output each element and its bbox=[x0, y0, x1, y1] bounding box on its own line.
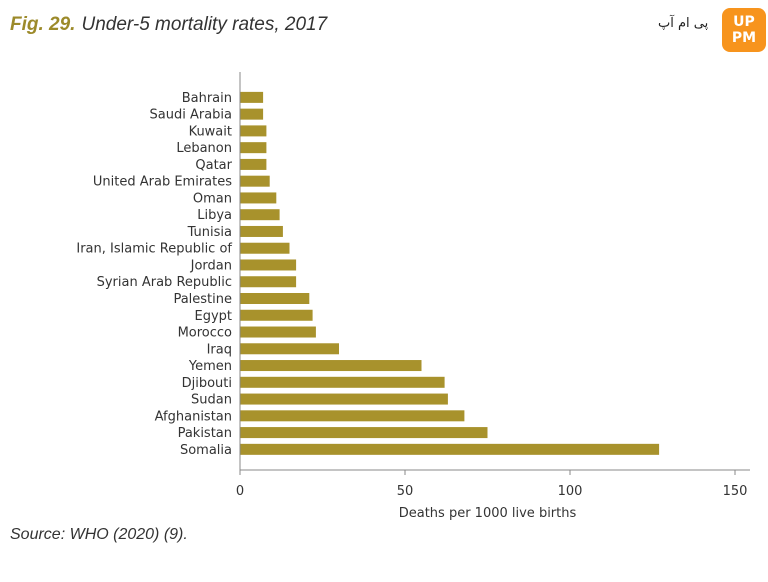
bar-sudan bbox=[240, 393, 448, 405]
x-tick-label: 150 bbox=[723, 484, 748, 499]
bar-tunisia bbox=[240, 225, 283, 237]
category-label: Oman bbox=[193, 191, 232, 206]
bar-bahrain bbox=[240, 91, 264, 103]
category-label: Qatar bbox=[195, 158, 232, 173]
bar-pakistan bbox=[240, 427, 488, 439]
x-tick-label: 100 bbox=[558, 484, 583, 499]
category-label: Lebanon bbox=[176, 141, 232, 156]
category-label: Palestine bbox=[173, 292, 232, 307]
category-label: Sudan bbox=[191, 393, 232, 408]
category-label: Somalia bbox=[180, 443, 232, 458]
category-label: Iran, Islamic Republic of bbox=[76, 242, 232, 257]
x-ticks-group: 0 50 100 150 bbox=[236, 470, 748, 499]
category-label: Egypt bbox=[194, 309, 232, 324]
watermark-logo: پی ام آپ UP PM bbox=[658, 8, 766, 52]
x-tick-label: 0 bbox=[236, 484, 244, 499]
x-tick-label: 50 bbox=[397, 484, 414, 499]
bars-group bbox=[240, 91, 660, 455]
bar-morocco bbox=[240, 326, 316, 338]
category-label: Jordan bbox=[190, 258, 232, 273]
bar-yemen bbox=[240, 360, 422, 372]
figure-source: Source: WHO (2020) (9). bbox=[10, 526, 188, 543]
bar-kuwait bbox=[240, 125, 267, 137]
bar-afghanistan bbox=[240, 410, 465, 422]
figure-number: Fig. 29. bbox=[10, 14, 76, 35]
bar-somalia bbox=[240, 443, 660, 455]
category-label: Saudi Arabia bbox=[150, 108, 233, 123]
bar-palestine bbox=[240, 293, 310, 304]
figure-title: Fig. 29. Under-5 mortality rates, 2017 bbox=[10, 14, 327, 36]
category-label: Libya bbox=[197, 208, 232, 223]
bar-syrian-arab-republic bbox=[240, 276, 297, 288]
bar-egypt bbox=[240, 309, 313, 321]
category-label: Morocco bbox=[178, 326, 232, 341]
watermark-text: پی ام آپ bbox=[658, 16, 709, 31]
category-label: Syrian Arab Republic bbox=[97, 275, 232, 290]
bar-libya bbox=[240, 209, 280, 221]
watermark-badge: UP PM bbox=[722, 8, 766, 52]
category-label: Bahrain bbox=[182, 91, 232, 106]
figure-title-text: Under-5 mortality rates, 2017 bbox=[81, 14, 328, 35]
category-label: Pakistan bbox=[178, 426, 232, 441]
category-label: Djibouti bbox=[182, 376, 232, 391]
bar-qatar bbox=[240, 158, 267, 170]
bar-saudi-arabia bbox=[240, 108, 264, 120]
category-label: United Arab Emirates bbox=[93, 175, 232, 190]
category-label: Iraq bbox=[207, 342, 232, 357]
category-label: Yemen bbox=[188, 359, 232, 374]
bar-jordan bbox=[240, 259, 297, 271]
category-label: Tunisia bbox=[187, 225, 232, 240]
bar-lebanon bbox=[240, 142, 267, 154]
category-label: Kuwait bbox=[189, 124, 232, 139]
bar-djibouti bbox=[240, 376, 445, 388]
bar-iran-islamic-republic-of bbox=[240, 242, 290, 254]
bar-united-arab-emirates bbox=[240, 175, 270, 187]
bar-oman bbox=[240, 192, 277, 204]
x-axis-title: Deaths per 1000 live births bbox=[399, 506, 577, 521]
bar-iraq bbox=[240, 343, 339, 355]
category-label: Afghanistan bbox=[155, 409, 232, 424]
